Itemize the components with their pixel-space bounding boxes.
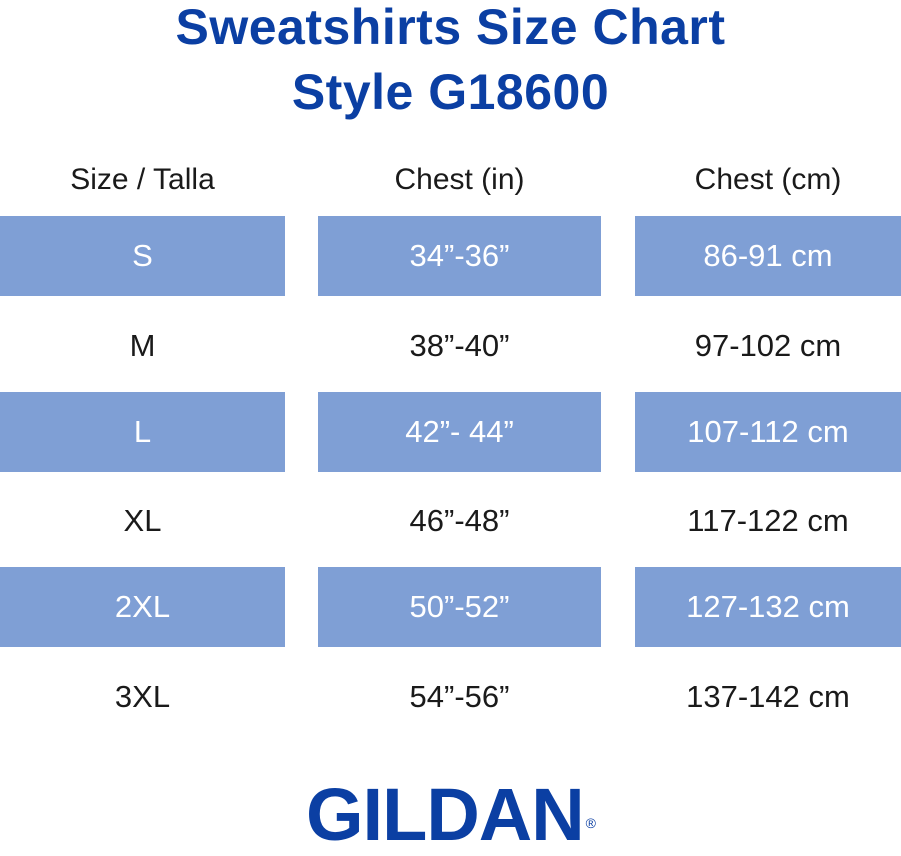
chest-cm-cell: 107-112 cm bbox=[635, 392, 901, 472]
chest-in-cell: 42”- 44” bbox=[318, 392, 601, 472]
size-cell: 3XL bbox=[114, 679, 171, 714]
chest-cm-cell: 86-91 cm bbox=[635, 216, 901, 296]
table-row: 3XL 54”-56” 137-142 cm bbox=[0, 657, 901, 737]
chest-cm-cell: 127-132 cm bbox=[635, 567, 901, 647]
size-cell: XL bbox=[123, 503, 162, 538]
column-header-size: Size / Talla bbox=[70, 163, 215, 196]
chest-in-cell: 50”-52” bbox=[318, 567, 601, 647]
column-header-chest-in: Chest (in) bbox=[394, 163, 525, 196]
chest-in-cell: 54”-56” bbox=[409, 679, 510, 714]
registered-mark: ® bbox=[585, 815, 596, 831]
chest-cm-cell: 97-102 cm bbox=[694, 328, 842, 363]
table-row: M 38”-40” 97-102 cm bbox=[0, 306, 901, 386]
chest-in-cell: 34”-36” bbox=[318, 216, 601, 296]
chart-subtitle: Style G18600 bbox=[291, 64, 610, 120]
size-cell: 2XL bbox=[0, 567, 285, 647]
gildan-logo: GILDAN ® bbox=[0, 775, 901, 855]
size-cell: S bbox=[0, 216, 285, 296]
chest-cm-cell: 117-122 cm bbox=[687, 503, 849, 538]
chest-cm-cell: 137-142 cm bbox=[686, 679, 850, 714]
chest-in-cell: 46”-48” bbox=[409, 503, 510, 538]
table-row: S 34”-36” 86-91 cm bbox=[0, 216, 901, 296]
table-row: L 42”- 44” 107-112 cm bbox=[0, 392, 901, 472]
table-row: XL 46”-48” 117-122 cm bbox=[0, 481, 901, 561]
chart-title: Sweatshirts Size Chart bbox=[175, 0, 726, 55]
chest-in-cell: 38”-40” bbox=[409, 328, 510, 363]
size-cell: L bbox=[0, 392, 285, 472]
table-row: 2XL 50”-52” 127-132 cm bbox=[0, 567, 901, 647]
size-cell: M bbox=[129, 328, 156, 363]
brand-name: GILDAN bbox=[306, 773, 585, 856]
column-header-chest-cm: Chest (cm) bbox=[694, 163, 842, 196]
